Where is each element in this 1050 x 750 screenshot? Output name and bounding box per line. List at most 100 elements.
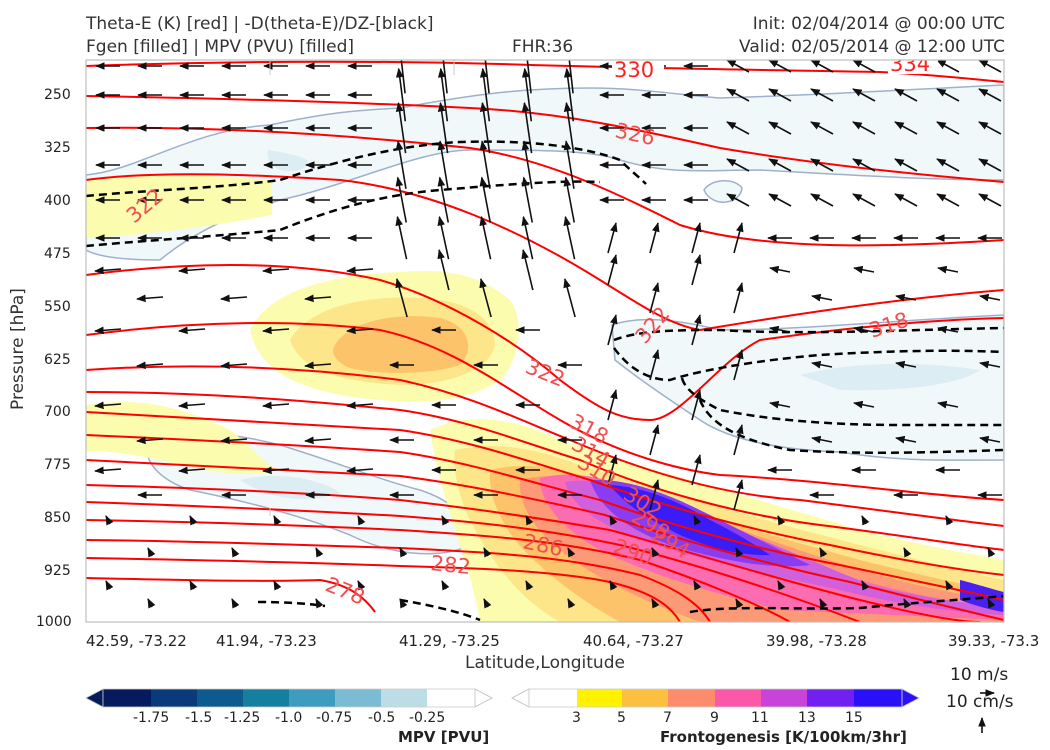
wind-vector [346, 466, 374, 475]
wind-vector [521, 101, 533, 154]
wind-vector [651, 598, 660, 609]
x-tick-4: 39.98, -73.28 [766, 632, 867, 650]
wind-vector [726, 158, 750, 172]
wind-vector [525, 580, 534, 591]
wind-vector [136, 436, 164, 445]
wind-vector [437, 101, 449, 154]
wind-vector [563, 278, 576, 318]
wind-vector [105, 580, 114, 591]
wind-vector [563, 215, 576, 260]
wind-vector [563, 140, 575, 189]
wind-vector [521, 215, 534, 260]
mpv-tick: -0.25 [409, 710, 446, 726]
wind-vector [262, 266, 290, 275]
y-tick-1000: 1000 [36, 614, 72, 630]
wind-vector [346, 326, 374, 335]
wind-vector [936, 158, 960, 172]
forecast-hour: FHR:36 [512, 37, 574, 57]
wind-vector [810, 121, 834, 135]
wind-vector [691, 254, 702, 286]
wind-vector [399, 547, 408, 558]
wind-vector [936, 121, 960, 135]
wind-vector [395, 101, 407, 154]
wind-vector [178, 326, 206, 335]
wind-vector [895, 435, 917, 444]
wind-vector [399, 598, 408, 609]
fgen-filled-contours [86, 174, 1004, 622]
wind-vector [147, 598, 156, 609]
wind-vector [178, 401, 206, 410]
wind-vector [304, 294, 332, 303]
wind-vector [441, 580, 450, 591]
mpv-colorbar-label: MPV [PVU] [398, 728, 490, 746]
wind-vector [819, 547, 828, 558]
wind-vector [768, 193, 792, 207]
mpv-tick: -0.75 [316, 710, 353, 726]
wind-vector [769, 265, 791, 274]
wind-vector [607, 454, 618, 486]
wind-vector [483, 547, 492, 558]
fgen-swatch [668, 689, 715, 707]
wind-vector [769, 325, 791, 334]
wind-vector [563, 67, 575, 122]
valid-time: Valid: 02/05/2014 @ 12:00 UTC [739, 37, 1005, 57]
wind-vector [895, 293, 917, 302]
wind-vector [525, 515, 534, 526]
fgen-colorbar [511, 688, 920, 708]
wind-vector [521, 67, 533, 122]
wind-vector [262, 326, 290, 335]
x-tick-2: 41.29, -73.25 [399, 632, 500, 650]
wind-vector [987, 598, 996, 609]
wind-vector [357, 515, 366, 526]
fgen-colorbar-low-arrow [511, 688, 530, 708]
wind-vector [479, 140, 491, 189]
wind-vector [231, 547, 240, 558]
wind-vector [733, 349, 744, 381]
wind-vector [442, 60, 448, 94]
mpv-swatch [381, 689, 427, 707]
wind-vector [94, 401, 122, 410]
x-tick-5: 39.33, -73.3 [948, 632, 1040, 650]
wind-vector [691, 314, 702, 346]
theta-e-label-334: 334 [888, 52, 938, 76]
mpv-swatch [151, 689, 197, 707]
wind-vector [852, 60, 876, 73]
fgen-tick: 9 [710, 710, 719, 726]
wind-vector [693, 580, 702, 591]
wind-vector [853, 265, 875, 274]
y-tick-400: 400 [44, 193, 71, 209]
wind-vector [852, 193, 876, 207]
y-tick-625: 625 [44, 352, 71, 368]
wind-vector [220, 294, 248, 303]
wind-vector [895, 360, 917, 369]
wind-vector [568, 60, 574, 94]
wind-vector [936, 193, 960, 207]
wind-vector [733, 479, 744, 511]
wind-vector [357, 580, 366, 591]
wind-vector [735, 547, 744, 558]
theta-e-label-330: 330 [612, 58, 664, 82]
svg-text:334: 334 [890, 52, 930, 76]
wind-vector [979, 435, 1001, 444]
wind-vector [563, 176, 576, 223]
wind-vector [726, 121, 750, 135]
wind-vector [777, 580, 786, 591]
init-time: Init: 02/04/2014 @ 00:00 UTC [752, 14, 1005, 34]
wind-vector [609, 515, 618, 526]
wind-vector [395, 215, 408, 260]
wind-vector [987, 547, 996, 558]
wind-vector [178, 266, 206, 275]
wind-vector [273, 580, 282, 591]
mpv-colorbar-high-arrow [474, 688, 493, 708]
wind-vector [691, 389, 702, 421]
wind-vector [691, 454, 702, 486]
wind-vector [852, 158, 876, 172]
wind-vector [811, 435, 833, 444]
mpv-tick: -1.0 [275, 710, 303, 726]
fgen-swatch [807, 689, 854, 707]
wind-vector [733, 282, 744, 314]
wind-vector [811, 360, 833, 369]
wind-vector [304, 436, 332, 445]
svg-text:330: 330 [614, 58, 654, 82]
mpv-swatch [103, 689, 151, 707]
